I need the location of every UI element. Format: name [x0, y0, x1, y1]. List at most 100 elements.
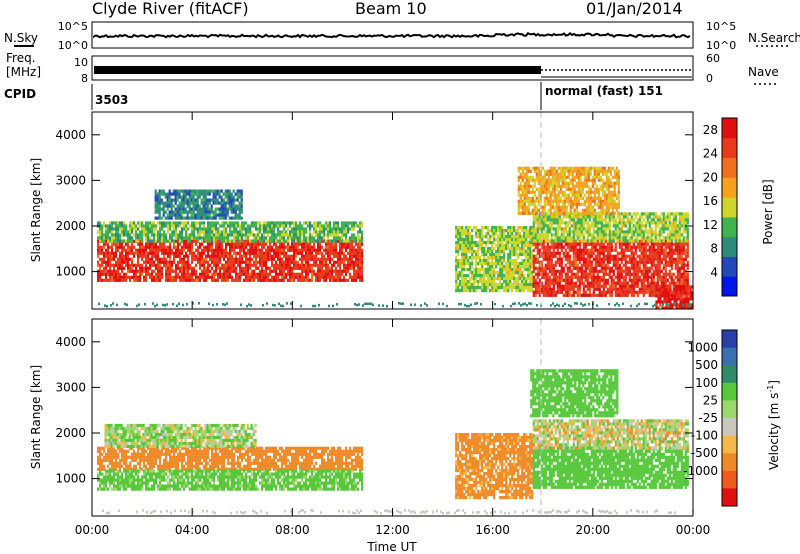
data-cell: [283, 242, 286, 246]
data-cell: [572, 215, 575, 219]
data-cell: [596, 218, 599, 222]
data-cell: [584, 248, 587, 252]
data-cell: [203, 221, 206, 225]
data-cell: [656, 278, 659, 282]
data-cell: [554, 221, 557, 225]
data-cell: [351, 227, 354, 231]
data-cell: [347, 230, 350, 234]
data-cell: [343, 245, 346, 249]
data-cell: [457, 235, 460, 239]
data-cell: [497, 259, 500, 263]
data-cell: [461, 280, 464, 284]
data-cell: [123, 266, 126, 270]
data-cell: [182, 207, 185, 211]
data-cell: [600, 263, 603, 267]
data-cell: [353, 233, 356, 237]
data-cell: [237, 263, 240, 267]
data-cell: [483, 277, 486, 281]
data-cell: [642, 290, 645, 294]
data-cell: [255, 224, 258, 228]
data-cell: [487, 286, 490, 290]
data-cell: [191, 266, 194, 270]
data-cell: [133, 227, 136, 231]
data-cell: [194, 201, 197, 205]
data-cell: [293, 263, 296, 267]
data-cell: [301, 239, 304, 243]
data-cell: [680, 293, 683, 297]
data-cell: [143, 227, 146, 231]
data-cell: [103, 257, 106, 261]
data-cell: [644, 254, 647, 258]
data-cell: [521, 277, 524, 281]
data-cell: [99, 227, 102, 231]
data-cell: [355, 239, 358, 243]
data-cell: [457, 229, 460, 233]
data-cell: [271, 224, 274, 228]
data-cell: [594, 287, 597, 291]
data-cell: [578, 254, 581, 258]
data-cell: [193, 236, 196, 240]
data-cell: [165, 275, 168, 279]
data-cell: [180, 204, 183, 208]
data-cell: [477, 256, 480, 260]
data-cell: [339, 272, 342, 276]
data-cell: [493, 280, 496, 284]
data-cell: [109, 272, 112, 276]
data-cell: [556, 236, 559, 240]
data-cell: [525, 250, 528, 254]
data-cell: [546, 284, 549, 288]
data-cell: [255, 227, 258, 231]
data-cell: [331, 272, 334, 276]
data-cell: [227, 251, 230, 255]
data-cell: [319, 227, 322, 231]
data-cell: [141, 245, 144, 249]
data-cell: [147, 230, 150, 234]
data-cell: [534, 290, 537, 294]
data-cell: [234, 213, 237, 217]
data-cell: [119, 227, 122, 231]
data-cell: [249, 248, 252, 252]
data-cell: [632, 293, 635, 297]
data-cell: [529, 229, 532, 233]
data-cell: [129, 269, 132, 273]
data-cell: [469, 226, 472, 230]
data-cell: [222, 204, 225, 208]
data-cell: [546, 248, 549, 252]
data-cell: [263, 272, 266, 276]
data-cell: [333, 263, 336, 267]
data-cell: [590, 260, 593, 264]
data-cell: [241, 227, 244, 231]
data-cell: [180, 198, 183, 202]
data-cell: [172, 189, 175, 193]
data-cell: [115, 251, 118, 255]
data-cell: [178, 189, 181, 193]
data-cell: [469, 289, 472, 293]
data-cell: [311, 236, 314, 240]
data-cell: [227, 242, 230, 246]
data-cell: [307, 239, 310, 243]
data-cell: [287, 254, 290, 258]
data-cell: [305, 248, 308, 252]
data-cell: [238, 192, 241, 196]
data-cell: [119, 254, 122, 258]
data-cell: [197, 230, 200, 234]
data-cell: [586, 233, 589, 237]
data-cell: [461, 256, 464, 260]
data-cell: [241, 221, 244, 225]
data-cell: [594, 263, 597, 267]
data-cell: [361, 233, 364, 237]
data-cell: [660, 248, 663, 252]
data-cell: [590, 221, 593, 225]
data-cell: [271, 227, 274, 231]
data-cell: [235, 275, 238, 279]
data-cell: [521, 247, 524, 251]
data-cell: [341, 236, 344, 240]
data-cell: [259, 221, 262, 225]
data-cell: [203, 230, 206, 234]
data-cell: [333, 236, 336, 240]
data-cell: [521, 259, 524, 263]
data-cell: [181, 260, 184, 264]
data-cell: [333, 254, 336, 258]
data-cell: [505, 244, 508, 248]
data-cell: [156, 210, 159, 214]
